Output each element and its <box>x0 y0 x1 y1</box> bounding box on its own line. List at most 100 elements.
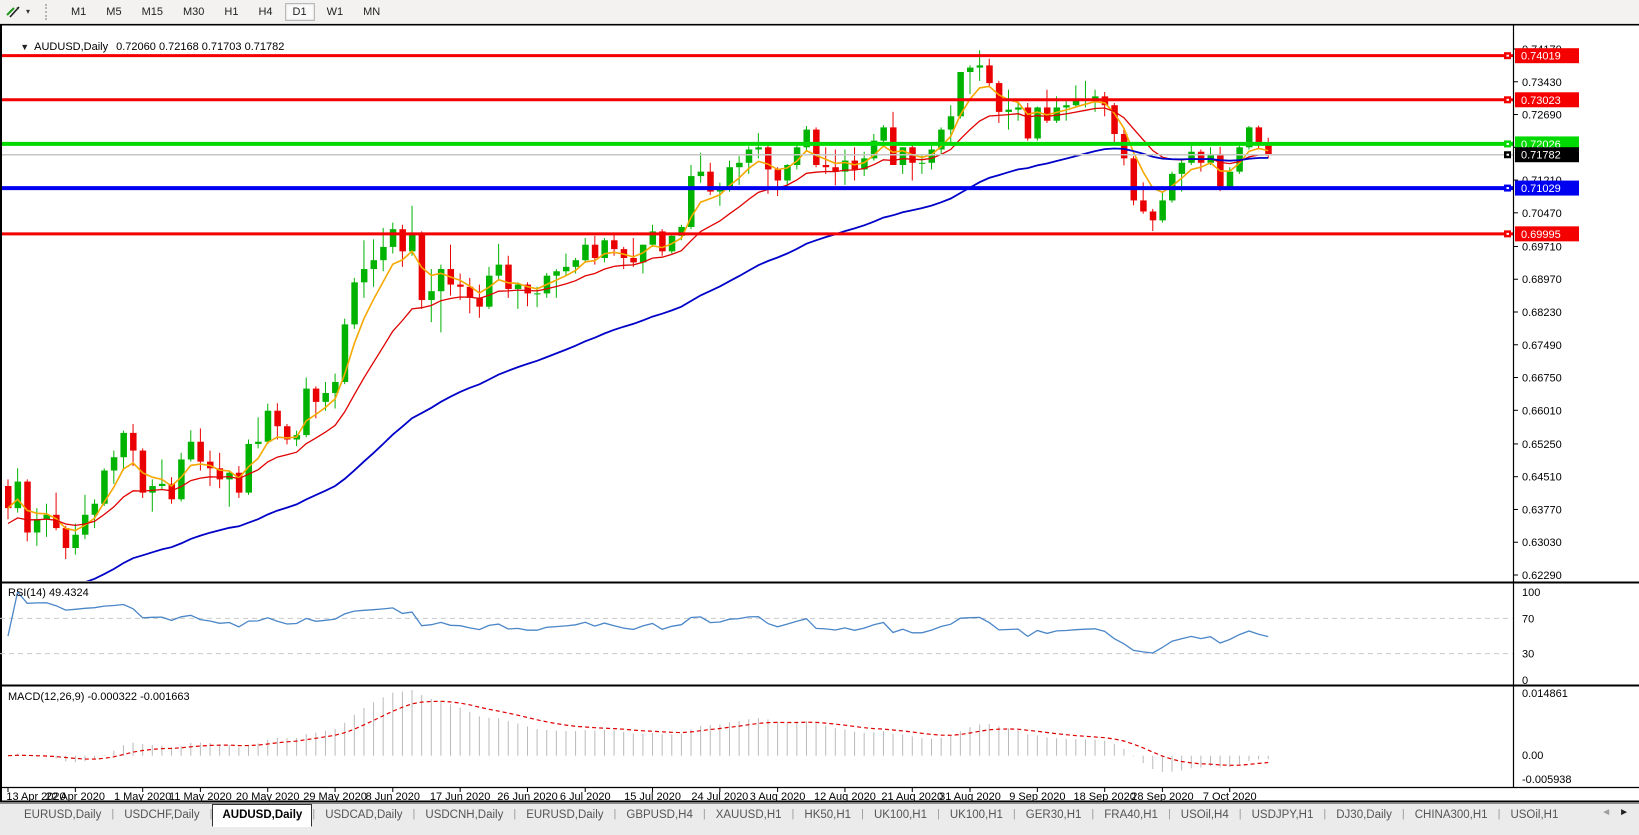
candle-body <box>168 483 176 500</box>
candle-body <box>861 158 868 170</box>
chart-tab-DJ30-Daily[interactable]: DJ30,Daily <box>1336 809 1392 821</box>
chevron-down-icon[interactable]: ▾ <box>26 7 31 16</box>
candle-body <box>389 229 397 247</box>
collapse-triangle-icon[interactable]: ▼ <box>20 42 30 52</box>
toolbar-grip <box>45 3 50 20</box>
candle-body <box>33 519 41 533</box>
candle-body <box>639 244 647 263</box>
tf-button-M1[interactable]: M1 <box>63 3 94 21</box>
chart-tab-CHINA300-H1[interactable]: CHINA300,H1 <box>1414 809 1488 821</box>
tf-button-H4[interactable]: H4 <box>250 3 280 21</box>
price-badge: 0.73023 <box>1504 92 1579 108</box>
candle-body <box>1111 105 1118 135</box>
tab-separator: | <box>412 808 416 820</box>
candle-body <box>1255 127 1263 143</box>
chart-tab-GER30-H1[interactable]: GER30,H1 <box>1025 809 1082 821</box>
price-tick-label: 0.68970 <box>1522 274 1562 286</box>
tf-button-M30[interactable]: M30 <box>175 3 212 21</box>
candle-body <box>1265 142 1272 155</box>
candle-body <box>197 441 204 462</box>
candle-body <box>659 231 666 252</box>
chart-tab-UK100-H1[interactable]: UK100,H1 <box>949 809 1003 821</box>
candle-body <box>1053 107 1061 121</box>
candle-body <box>1197 151 1205 163</box>
candle-body <box>14 481 22 509</box>
chart-tab-XAUUSD-H1[interactable]: XAUUSD,H1 <box>715 809 782 821</box>
chart-tab-UK100-H1[interactable]: UK100,H1 <box>873 809 927 821</box>
price-tick-label: 0.67490 <box>1522 340 1562 352</box>
tf-button-W1[interactable]: W1 <box>319 3 352 21</box>
candle-body <box>813 129 820 166</box>
ma-fast-line <box>7 85 1269 532</box>
price-tick-label: 0.62290 <box>1522 570 1562 582</box>
tf-button-M15[interactable]: M15 <box>134 3 171 21</box>
tab-separator: | <box>1012 808 1016 820</box>
chart-tab-USDCHF-Daily[interactable]: USDCHF,Daily <box>124 809 200 821</box>
tab-separator: | <box>1323 808 1327 820</box>
candle-body <box>957 72 964 117</box>
candle-body <box>505 264 512 289</box>
candle-body <box>582 244 589 261</box>
date-tick-label: 6 Jul 2020 <box>560 791 611 803</box>
timeframe-buttons: M1 M5 M15 M30 H1 H4 D1 W1 MN <box>56 0 395 23</box>
candle-body <box>1140 200 1147 212</box>
tf-button-M5[interactable]: M5 <box>98 3 129 21</box>
candle-body <box>630 257 637 263</box>
chart-tab-EURUSD-Daily[interactable]: EURUSD,Daily <box>526 809 604 821</box>
macd-axis-label: 0.00 <box>1522 750 1543 762</box>
price-badge: 0.69995 <box>1504 226 1579 242</box>
candle-body <box>524 284 531 294</box>
drawing-tool-group[interactable]: ▾ <box>0 0 35 23</box>
candle-body <box>380 246 387 261</box>
chart-tab-USOil-H1[interactable]: USOil,H1 <box>1510 809 1559 821</box>
chart-tab-USDCAD-Daily[interactable]: USDCAD,Daily <box>325 809 403 821</box>
chart-tab-EURUSD-Daily[interactable]: EURUSD,Daily <box>24 809 102 821</box>
tf-button-H1[interactable]: H1 <box>216 3 246 21</box>
candle-body <box>947 116 955 130</box>
date-tick-label: 18 Sep 2020 <box>1073 791 1135 803</box>
candle-body <box>1188 151 1195 163</box>
tab-separator: | <box>312 808 316 820</box>
candle-body <box>1130 158 1138 201</box>
candle-body <box>918 162 926 164</box>
tf-button-MN[interactable]: MN <box>355 3 388 21</box>
rsi-line <box>7 590 1269 654</box>
candle-body <box>149 486 156 493</box>
chart-tab-USDJPY-H1[interactable]: USDJPY,H1 <box>1251 809 1314 821</box>
candle-body <box>72 534 79 548</box>
chart-tab-USOil-H4[interactable]: USOil,H4 <box>1180 809 1229 821</box>
chart-tab-FRA40-H1[interactable]: FRA40,H1 <box>1104 809 1158 821</box>
tab-scroll-left-icon[interactable]: ◄ <box>1601 807 1612 818</box>
tab-separator: | <box>1091 808 1095 820</box>
tab-scroll-right-icon[interactable]: ► <box>1619 807 1629 818</box>
candle-body <box>110 457 118 471</box>
candle-body <box>495 264 503 276</box>
candle-body <box>409 233 416 252</box>
date-tick-label: 17 Jun 2020 <box>430 791 491 803</box>
tf-button-D1[interactable]: D1 <box>284 2 315 21</box>
candle-body <box>274 410 281 427</box>
price-tick-label: 0.66010 <box>1522 405 1562 417</box>
chart-tab-HK50-H1[interactable]: HK50,H1 <box>804 809 852 821</box>
candle-body <box>24 481 31 533</box>
tab-separator: | <box>513 808 517 820</box>
candle-body <box>158 483 166 487</box>
chart-tab-USDCNH-Daily[interactable]: USDCNH,Daily <box>425 809 504 821</box>
line-anchor-marker-dot <box>1506 142 1509 145</box>
rsi-axis-label: 30 <box>1522 649 1534 661</box>
chart-line-tool-icon[interactable] <box>5 4 22 19</box>
candle-body <box>591 244 599 258</box>
chart-tab-GBPUSD-H4[interactable]: GBPUSD,H4 <box>626 809 693 821</box>
price-tick-label: 0.69710 <box>1522 241 1562 253</box>
candle-body <box>62 528 70 548</box>
macd-histogram <box>17 690 1269 772</box>
candle-body <box>611 240 618 250</box>
line-anchor-marker-dot <box>1506 54 1509 57</box>
tab-separator: | <box>861 808 864 820</box>
tab-separator: | <box>111 808 115 820</box>
candle-body <box>476 297 483 307</box>
chart-tab-AUDUSD-Daily[interactable]: AUDUSD,Daily <box>212 804 313 827</box>
line-anchor-marker-dot <box>1506 187 1509 190</box>
